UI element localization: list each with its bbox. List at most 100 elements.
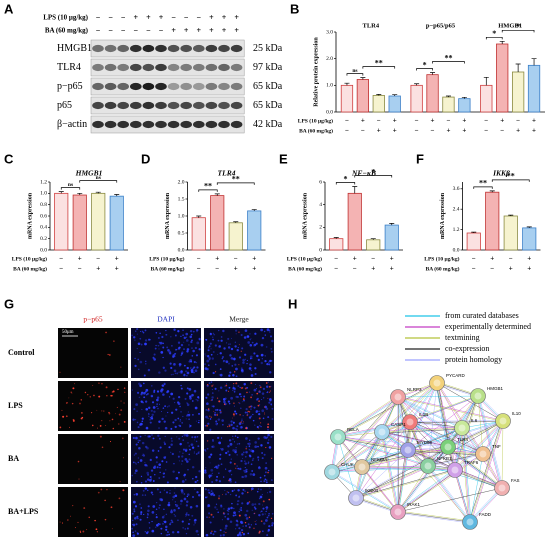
edge [435, 383, 448, 448]
signal [91, 424, 94, 427]
blot-band [193, 44, 205, 53]
significance-bracket [216, 182, 255, 185]
node-core [458, 424, 466, 432]
nucleus [191, 514, 194, 517]
nucleus [208, 491, 211, 494]
nucleus [186, 402, 188, 404]
signal [258, 400, 260, 403]
nucleus [208, 382, 211, 385]
nucleus [179, 425, 181, 428]
nucleus [195, 361, 198, 364]
nucleus [227, 507, 231, 511]
nucleus [132, 519, 134, 521]
signal [271, 457, 273, 460]
nucleus [267, 492, 269, 494]
treatment-sign: + [361, 117, 365, 125]
signal [222, 494, 224, 496]
node-label: PYCARD [446, 373, 466, 378]
nucleus [260, 444, 263, 447]
signal [113, 340, 115, 342]
nucleus [258, 502, 261, 506]
nucleus [265, 385, 269, 388]
nucleus [131, 527, 133, 530]
nucleus [158, 341, 161, 344]
node-core [328, 468, 336, 476]
nucleus [244, 471, 246, 473]
nucleus [140, 507, 143, 509]
blot-band [167, 82, 180, 91]
nucleus [252, 419, 255, 422]
nucleus [180, 499, 183, 503]
nucleus [265, 462, 267, 464]
node [324, 464, 340, 480]
nucleus [133, 336, 136, 339]
edge [382, 431, 400, 512]
nucleus [204, 448, 207, 452]
nucleus [173, 492, 176, 494]
nucleus [245, 524, 248, 527]
blot-band [180, 82, 192, 91]
signal [220, 411, 222, 413]
signal [119, 481, 121, 483]
signal [78, 478, 80, 480]
signal [112, 427, 115, 430]
nucleus [217, 464, 220, 467]
treatment-sign: − [121, 13, 126, 22]
nucleus [151, 434, 153, 436]
blot-band [104, 63, 117, 72]
signal [216, 414, 219, 416]
signal [91, 412, 93, 414]
nucleus [220, 448, 222, 450]
nucleus [150, 409, 153, 412]
nucleus [187, 393, 189, 395]
signal [232, 413, 235, 416]
nucleus [251, 470, 254, 472]
treatment-sign: − [197, 265, 201, 273]
micrograph [58, 434, 128, 484]
node-core [424, 462, 432, 470]
legend-label: from curated databases [445, 311, 519, 320]
treatment-sign: − [121, 26, 126, 35]
nucleus [218, 480, 222, 483]
edge [470, 488, 503, 523]
nucleus [222, 533, 225, 537]
signal [238, 344, 240, 346]
nucleus [219, 368, 222, 371]
nucleus [238, 527, 241, 530]
signal [212, 384, 214, 386]
signal [238, 331, 240, 333]
nucleus [197, 494, 201, 497]
nucleus [141, 391, 144, 394]
edge [469, 453, 484, 523]
node-label: CASP1 [391, 422, 406, 427]
edge [355, 446, 448, 498]
nucleus [230, 396, 234, 400]
y-axis-label: mRNA expression [27, 192, 33, 239]
nucleus [241, 419, 243, 422]
nucleus [140, 511, 143, 514]
nucleus [185, 533, 188, 535]
nucleus [234, 450, 237, 454]
chart-title: TLR4 [218, 169, 236, 178]
error-bar [515, 63, 521, 72]
edge [469, 420, 504, 523]
nucleus [195, 398, 197, 400]
nucleus [195, 453, 198, 455]
treatment-sign: + [462, 117, 466, 125]
nucleus [150, 469, 154, 472]
nucleus [164, 369, 167, 372]
nucleus [186, 460, 189, 463]
nucleus [211, 472, 213, 475]
nucleus [249, 473, 253, 476]
nucleus [186, 413, 189, 416]
nucleus [271, 524, 274, 527]
nucleus [153, 466, 156, 469]
nucleus [241, 418, 243, 420]
nucleus [195, 420, 197, 422]
nucleus [211, 357, 214, 360]
signal [267, 423, 270, 426]
nucleus [255, 398, 259, 401]
nucleus [136, 481, 138, 483]
signal [245, 427, 248, 430]
nucleus [243, 336, 247, 339]
